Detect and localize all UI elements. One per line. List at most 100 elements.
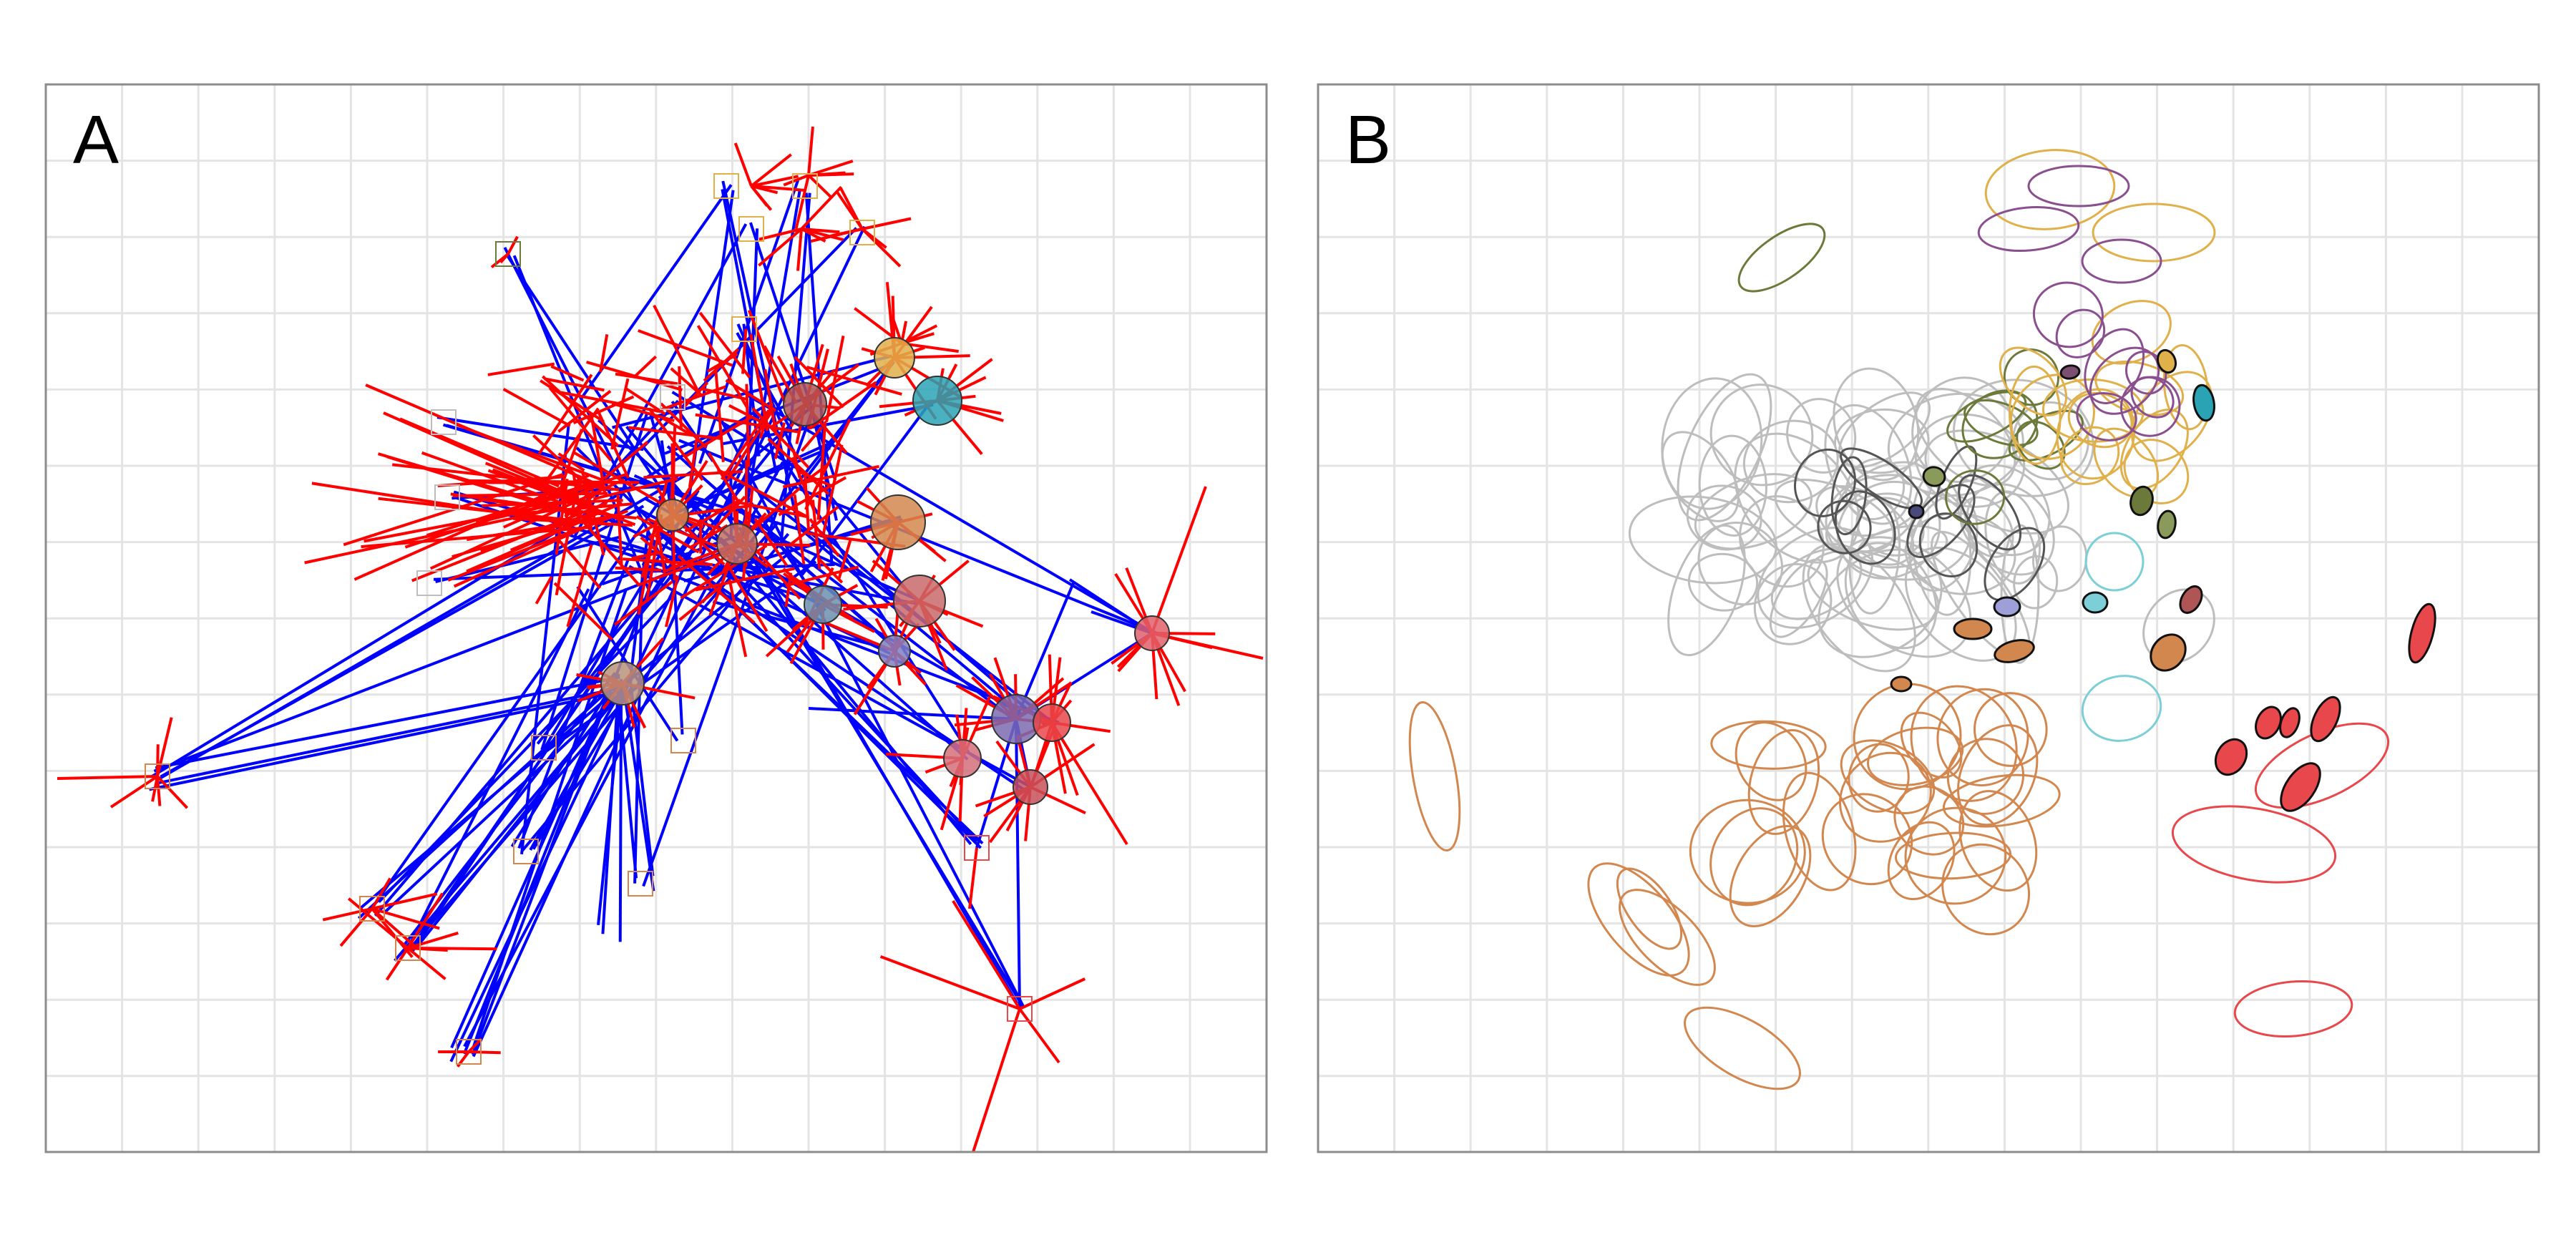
edge-out <box>751 175 799 187</box>
edge-in <box>718 417 1025 1009</box>
edge-out <box>750 185 773 211</box>
gray-ellipse <box>1686 484 1762 551</box>
edge-in <box>394 684 629 962</box>
edge-out <box>739 501 809 519</box>
edge-out <box>788 505 839 547</box>
orange-ellipse <box>1782 771 1857 892</box>
gray-ellipse <box>1628 495 1777 585</box>
edge-out <box>573 451 665 507</box>
highlight-ellipse <box>2192 384 2215 422</box>
edge-out <box>808 160 854 177</box>
edge-in <box>462 680 616 1055</box>
edge-out <box>156 717 173 777</box>
purple-ellipse <box>2119 376 2181 437</box>
edge-out <box>535 576 553 605</box>
edge-out <box>901 342 959 353</box>
edge-out <box>804 475 810 529</box>
edge-out <box>421 451 560 504</box>
edge-in <box>510 673 620 848</box>
leaf-node <box>513 839 539 864</box>
leaf-node <box>359 896 385 922</box>
edge-out <box>1151 486 1207 634</box>
edge-out <box>156 775 189 809</box>
edge-out <box>821 444 844 534</box>
edge-out <box>648 407 704 482</box>
purple-ellipse <box>2076 392 2137 441</box>
leaf-node <box>434 484 460 510</box>
edge-out <box>602 441 649 480</box>
gray-ellipse <box>1694 473 1813 550</box>
highlight-ellipse <box>2059 364 2081 380</box>
hub-node <box>912 376 962 426</box>
edge-out <box>614 580 673 626</box>
edge-in <box>801 399 933 576</box>
gray-ellipse <box>1753 562 1833 645</box>
purple-ellipse <box>2055 308 2106 358</box>
orange-ellipse <box>1894 831 2012 880</box>
edge-out <box>616 494 623 567</box>
leaf-node <box>660 384 686 410</box>
edge-out <box>753 518 789 567</box>
edge-out <box>698 311 751 379</box>
orange-ellipse <box>1957 724 2039 826</box>
purple-ellipse <box>1977 205 2080 253</box>
edge-out <box>901 324 938 345</box>
edge-out <box>809 518 840 557</box>
edge-out <box>817 557 844 584</box>
red-outline-ellipse <box>2233 980 2353 1038</box>
edge-out <box>633 355 657 379</box>
edge-in <box>449 683 630 1063</box>
highlight-ellipse <box>1993 596 2021 617</box>
panel-b-label: B <box>1345 102 1391 178</box>
edge-in <box>597 684 624 926</box>
highlight-ellipse <box>2279 707 2301 738</box>
edge-out <box>952 900 1021 1010</box>
edge-out <box>371 892 438 910</box>
edge-in <box>749 222 837 481</box>
edge-out <box>542 375 620 447</box>
purple-ellipse <box>2032 281 2104 348</box>
edge-out <box>447 526 582 582</box>
edge-out <box>57 775 158 780</box>
edge-out <box>512 502 633 516</box>
edge-out <box>467 1038 483 1053</box>
edge-in <box>723 511 1025 1009</box>
panel-b-grid <box>1318 84 2539 1152</box>
gray-ellipse <box>1697 521 1784 606</box>
edge-out <box>615 566 662 572</box>
gray-ellipse <box>1887 392 2024 497</box>
highlight-ellipse <box>2255 706 2282 740</box>
edge-out <box>450 492 560 511</box>
olive-ellipse <box>2008 409 2084 462</box>
leaf-node <box>1007 996 1033 1022</box>
edge-out <box>399 417 560 488</box>
leaf-node <box>670 728 696 753</box>
edge-out <box>745 384 751 467</box>
hub-node <box>878 635 911 668</box>
gray-ellipse <box>1687 552 1759 612</box>
olive-ellipse <box>1963 399 2039 446</box>
edge-out <box>502 481 606 529</box>
highlight-ellipse <box>2129 485 2154 517</box>
leaf-node <box>731 316 757 342</box>
edge-out <box>581 519 640 586</box>
edge-out <box>507 235 519 255</box>
edge-out <box>637 534 655 615</box>
edge-out <box>807 174 833 199</box>
edge-out <box>727 565 769 633</box>
orange-ellipse <box>1848 743 1910 813</box>
edge-out <box>791 456 816 514</box>
edge-in <box>155 675 620 770</box>
edge-out <box>550 365 585 382</box>
edge-out <box>716 468 809 519</box>
edge-out <box>801 228 840 234</box>
edge-out <box>304 507 560 565</box>
edge-in <box>410 588 590 942</box>
edge-in <box>639 227 858 451</box>
edge-out <box>972 1008 1021 1153</box>
edge-out <box>544 377 605 392</box>
gold-ellipse <box>1984 149 2116 230</box>
edge-out <box>371 907 418 949</box>
dark-gray-ellipse <box>1830 456 1868 536</box>
edge-in <box>575 446 982 849</box>
